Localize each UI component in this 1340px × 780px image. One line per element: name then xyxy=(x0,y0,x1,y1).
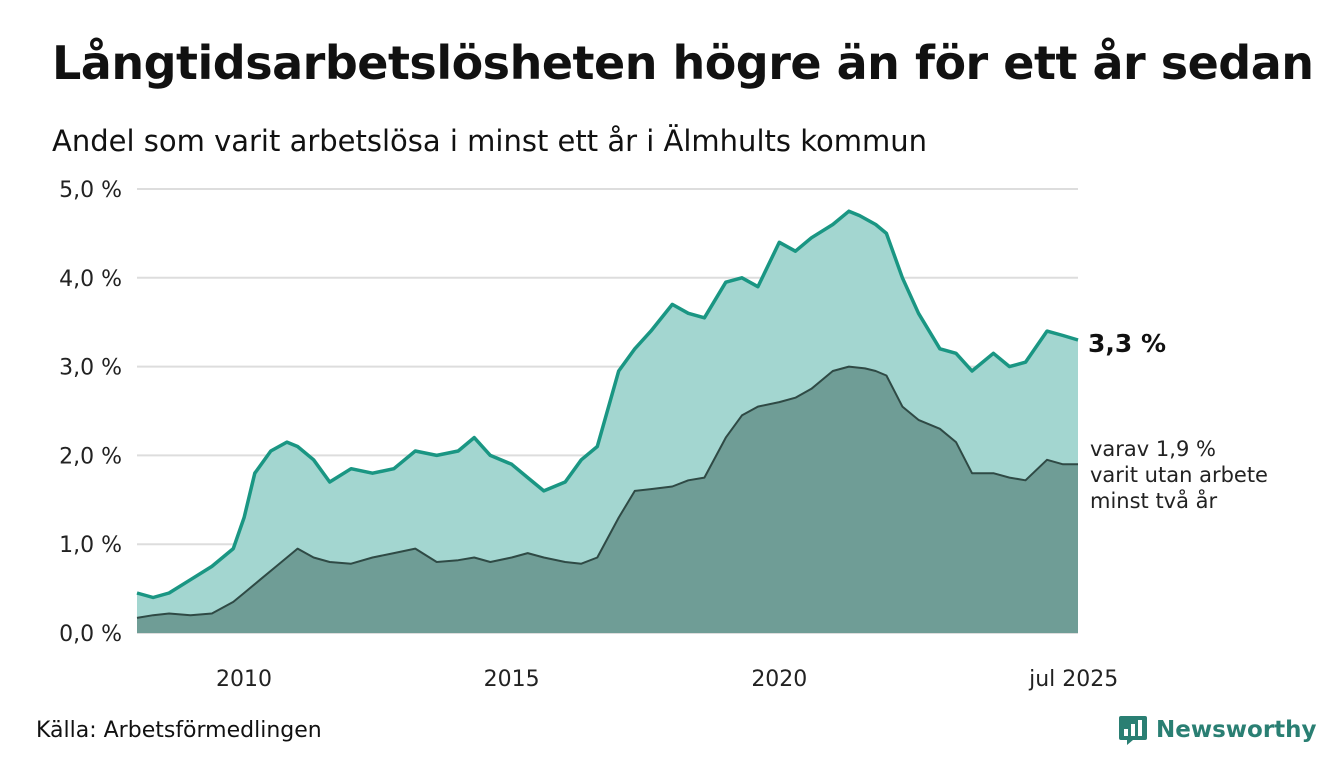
x-axis-ticks: 2010 2015 2020 jul 2025 xyxy=(216,667,1118,692)
y-tick-label: 0,0 % xyxy=(59,622,122,647)
source-note: Källa: Arbetsförmedlingen xyxy=(36,718,322,743)
x-tick-label: jul 2025 xyxy=(1028,667,1118,692)
y-tick-label: 3,0 % xyxy=(59,356,122,381)
bar-chart-speech-bubble-icon xyxy=(1119,716,1147,745)
line-total xyxy=(136,209,1079,600)
area-long-term xyxy=(137,366,1078,633)
y-axis-ticks: 0,0 % 1,0 % 2,0 % 3,0 % 4,0 % 5,0 % xyxy=(59,178,122,647)
brand-logo: Newsworthy xyxy=(1118,714,1317,746)
areas xyxy=(137,211,1078,633)
y-tick-label: 5,0 % xyxy=(59,178,122,203)
chart-title: Långtidsarbetslösheten högre än för ett … xyxy=(52,36,1314,90)
y-tick-label: 1,0 % xyxy=(59,533,122,558)
x-tick-label: 2020 xyxy=(751,667,807,692)
y-tick-label: 4,0 % xyxy=(59,267,122,292)
chart-subtitle: Andel som varit arbetslösa i minst ett å… xyxy=(52,124,927,158)
x-tick-label: 2015 xyxy=(484,667,540,692)
brand-name: Newsworthy xyxy=(1156,717,1317,743)
series-lines xyxy=(136,209,1079,619)
x-tick-label: 2010 xyxy=(216,667,272,692)
y-tick-label: 2,0 % xyxy=(59,444,122,469)
area-chart: 0,0 %1,0 %2,0 %3,0 %4,0 %5,0 % 2010 2015 2… xyxy=(59,178,1268,692)
annotation-total-value: 3,3 % xyxy=(1088,329,1166,358)
line-long-term xyxy=(136,365,1078,619)
annotation-long-term-line: varit utan arbete xyxy=(1090,463,1268,487)
annotation-long-term-line: varav 1,9 % xyxy=(1090,437,1216,461)
annotation-long-term-line: minst två år xyxy=(1090,488,1218,513)
